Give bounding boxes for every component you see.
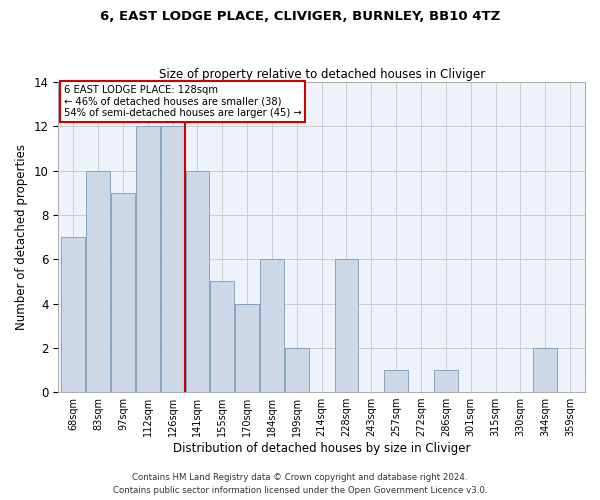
Bar (61, 237, 85, 392)
Bar (161, 126, 184, 392)
Bar (185, 170, 209, 392)
Bar (385, 370, 408, 392)
Text: Contains HM Land Registry data © Crown copyright and database right 2024.
Contai: Contains HM Land Registry data © Crown c… (113, 474, 487, 495)
Bar (211, 282, 234, 392)
Bar (136, 126, 160, 392)
Bar (235, 304, 259, 392)
Text: 6 EAST LODGE PLACE: 128sqm
← 46% of detached houses are smaller (38)
54% of semi: 6 EAST LODGE PLACE: 128sqm ← 46% of deta… (64, 86, 301, 118)
Bar (533, 348, 557, 392)
X-axis label: Distribution of detached houses by size in Cliviger: Distribution of detached houses by size … (173, 442, 470, 455)
Bar (86, 170, 110, 392)
Title: Size of property relative to detached houses in Cliviger: Size of property relative to detached ho… (158, 68, 485, 81)
Bar (335, 260, 358, 392)
Bar (285, 348, 308, 392)
Bar (260, 260, 284, 392)
Text: 6, EAST LODGE PLACE, CLIVIGER, BURNLEY, BB10 4TZ: 6, EAST LODGE PLACE, CLIVIGER, BURNLEY, … (100, 10, 500, 23)
Y-axis label: Number of detached properties: Number of detached properties (15, 144, 28, 330)
Bar (434, 370, 458, 392)
Bar (111, 193, 134, 392)
